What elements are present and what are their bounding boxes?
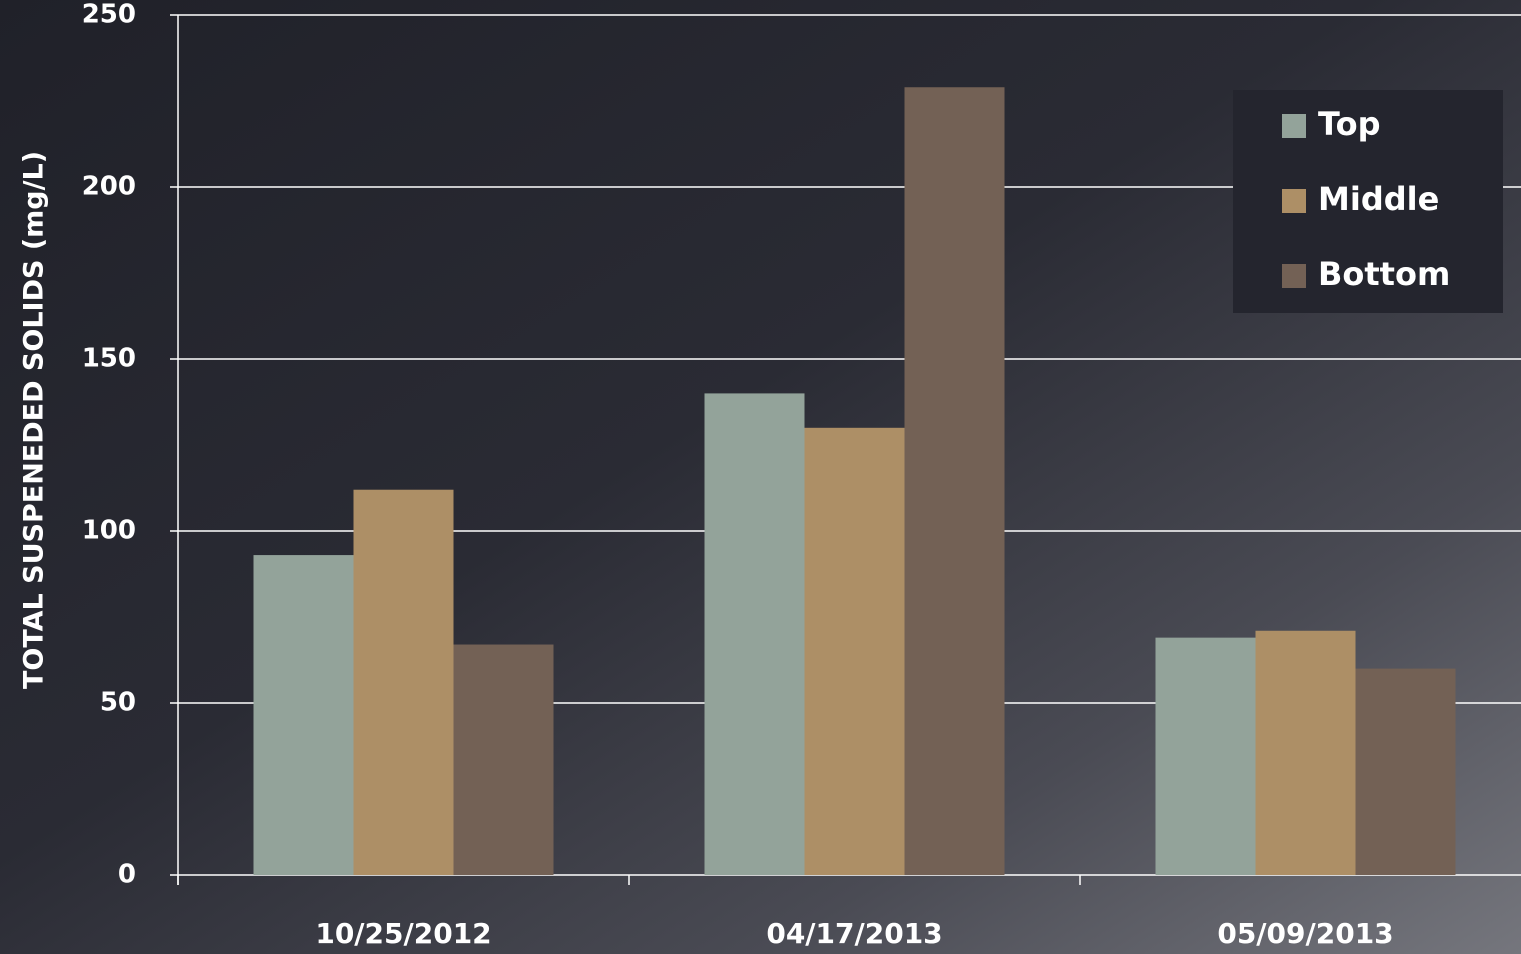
legend-swatch [1282,114,1306,138]
bar [1155,637,1256,875]
x-tick-label: 04/17/2013 [766,917,942,950]
legend-label: Middle [1318,180,1439,218]
bar [453,644,554,875]
y-tick-label: 150 [82,344,136,374]
legend-label: Top [1318,105,1380,143]
legend-label: Bottom [1318,255,1450,293]
legend-swatch [1282,264,1306,288]
y-tick-label: 0 [118,860,136,890]
x-tick-label: 10/25/2012 [315,917,491,950]
y-tick-label: 100 [82,516,136,546]
legend-swatch [1282,189,1306,213]
bar [804,427,905,875]
legend-box [1233,90,1503,313]
bar [1355,668,1456,875]
x-tick-label: 05/09/2013 [1217,917,1393,950]
y-tick-label: 200 [82,172,136,202]
bar [704,393,805,875]
y-axis-label: TOTAL SUSPENEDED SOLIDS (mg/L) [19,151,50,689]
y-tick-label: 250 [82,0,136,30]
bar [904,87,1005,876]
bar [1255,630,1356,875]
bar [353,489,454,875]
y-tick-label: 50 [100,688,136,718]
bar [253,555,354,875]
